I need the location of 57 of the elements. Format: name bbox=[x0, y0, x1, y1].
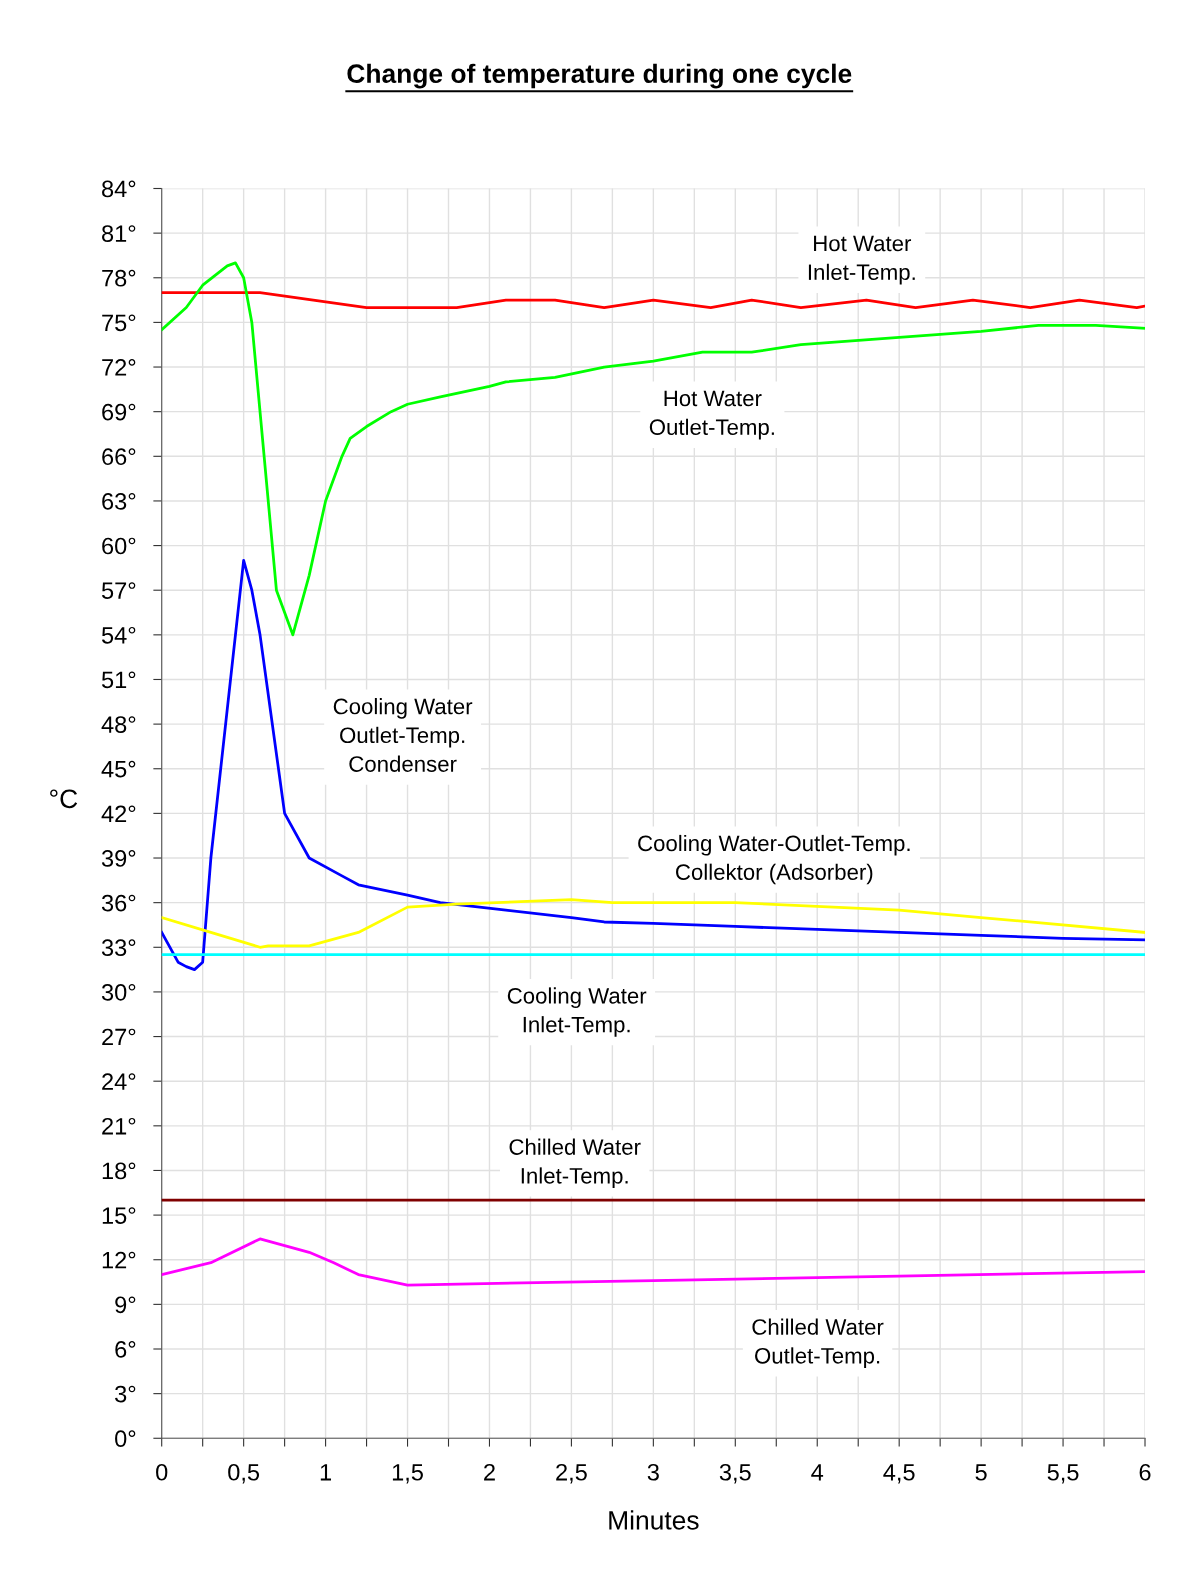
y-tick-label: 33° bbox=[101, 939, 136, 957]
y-tick-label: 81° bbox=[102, 225, 136, 242]
x-tick-label: 5 bbox=[975, 1464, 987, 1481]
x-tick-label: 0 bbox=[156, 1463, 168, 1481]
y-tick-label: 9° bbox=[115, 1296, 136, 1314]
y-tick-label: 48° bbox=[101, 716, 136, 733]
line-series bbox=[161, 1237, 1146, 1287]
x-tick-label: 1,5 bbox=[392, 1464, 423, 1484]
y-tick-label: 3° bbox=[115, 1385, 136, 1403]
y-tick-label: 84° bbox=[102, 180, 136, 198]
y-tick-label: 12° bbox=[102, 1251, 136, 1269]
chart-title: Change of temperature during one cycle bbox=[347, 63, 852, 89]
series-label: Hot Water Outlet-Temp. bbox=[649, 390, 774, 440]
y-tick-label: 42° bbox=[101, 805, 136, 822]
y-tick-label: 69° bbox=[102, 403, 136, 421]
line-series bbox=[161, 559, 1146, 971]
y-tick-label: 30° bbox=[101, 983, 136, 1001]
x-tick-label: 2,5 bbox=[556, 1463, 587, 1484]
y-tick-label: 66° bbox=[102, 448, 136, 466]
y-tick-label: 36° bbox=[101, 894, 136, 912]
y-tick-label: 15° bbox=[102, 1207, 136, 1224]
series-label: Chilled Water Inlet-Temp. bbox=[509, 1138, 641, 1189]
x-tick-label: 2 bbox=[484, 1463, 495, 1481]
series-label: Chilled Water Outlet-Temp. bbox=[752, 1318, 884, 1369]
y-tick-label: 63° bbox=[102, 493, 136, 510]
y-tick-label: 57° bbox=[101, 582, 136, 599]
x-tick-label: 3 bbox=[647, 1463, 659, 1481]
y-tick-label: 60° bbox=[102, 537, 136, 555]
y-tick-label: 51° bbox=[101, 671, 136, 689]
y-tick-label: 78° bbox=[102, 269, 136, 287]
y-tick-label: 0° bbox=[115, 1430, 136, 1448]
x-tick-label: 5,5 bbox=[1047, 1464, 1079, 1484]
x-tick-label: 4 bbox=[811, 1464, 824, 1481]
y-tick-label: 27° bbox=[102, 1028, 136, 1046]
y-axis-title: °C bbox=[50, 789, 78, 809]
line-series bbox=[161, 898, 1146, 949]
x-tick-label: 1 bbox=[320, 1464, 331, 1481]
series-label: Hot Water Inlet-Temp. bbox=[808, 235, 915, 285]
y-tick-label: 18° bbox=[102, 1162, 136, 1180]
line-series bbox=[161, 291, 1146, 309]
y-tick-label: 72° bbox=[102, 359, 136, 376]
x-tick-label: 0,5 bbox=[228, 1463, 260, 1484]
x-tick-label: 6 bbox=[1139, 1463, 1151, 1481]
y-tick-label: 24° bbox=[102, 1073, 136, 1090]
y-tick-label: 45° bbox=[101, 760, 136, 778]
x-tick-label: 3,5 bbox=[719, 1463, 751, 1484]
x-axis-title: Minutes bbox=[609, 1510, 699, 1530]
series-label: Cooling Water-Outlet-Temp. Collektor (Adsorber) bbox=[638, 834, 910, 885]
y-tick-label: 21° bbox=[102, 1117, 136, 1135]
text: Cooling Water Outlet-Temp. Condenser bbox=[333, 698, 473, 772]
x-tick-label: 4,5 bbox=[883, 1464, 915, 1484]
y-tick-label: 75° bbox=[102, 314, 136, 332]
y-tick-label: 39° bbox=[101, 850, 136, 867]
series-label: Cooling Water Inlet-Temp. bbox=[507, 987, 647, 1037]
line-series bbox=[161, 261, 1146, 637]
y-tick-label: 6° bbox=[115, 1341, 136, 1358]
y-tick-label: 54° bbox=[101, 626, 136, 644]
